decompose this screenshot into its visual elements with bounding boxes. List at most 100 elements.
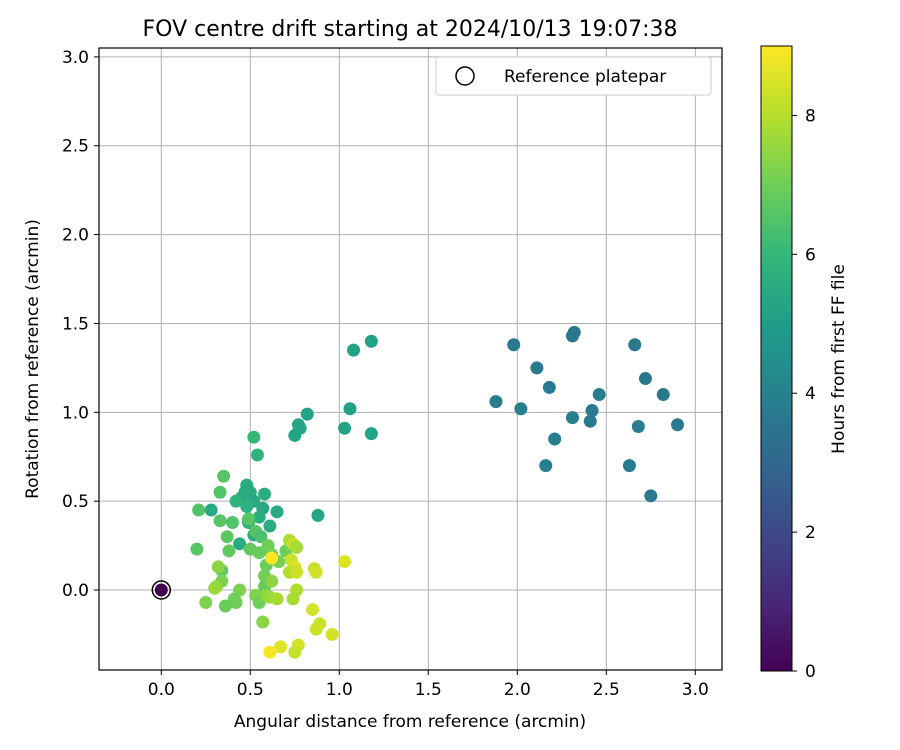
scatter-point bbox=[250, 448, 264, 462]
x-tick-label: 1.5 bbox=[415, 680, 442, 700]
x-tick-label: 0.5 bbox=[237, 680, 264, 700]
scatter-point bbox=[286, 592, 300, 606]
scatter-point bbox=[263, 645, 277, 659]
reference-platepar-marker bbox=[151, 580, 172, 600]
scatter-point bbox=[204, 503, 218, 517]
x-tick-label: 2.5 bbox=[593, 680, 620, 700]
colorbar-tick-label: 0 bbox=[805, 662, 816, 682]
scatter-point bbox=[309, 622, 323, 636]
scatter-point bbox=[217, 469, 231, 483]
scatter-point bbox=[274, 640, 288, 654]
scatter-point bbox=[190, 542, 204, 556]
scatter-point bbox=[258, 487, 272, 501]
scatter-point bbox=[548, 432, 562, 446]
scatter-point bbox=[309, 565, 323, 579]
scatter-point bbox=[338, 555, 352, 569]
scatter-point bbox=[364, 427, 378, 441]
scatter-point bbox=[338, 421, 352, 435]
scatter-point bbox=[622, 459, 636, 473]
scatter-point bbox=[671, 418, 684, 432]
colorbar-tick-label: 6 bbox=[805, 245, 816, 265]
colorbar-tick-label: 4 bbox=[805, 384, 816, 404]
y-tick-label: 0.0 bbox=[62, 581, 89, 601]
scatter-point bbox=[628, 338, 642, 352]
colorbar: 0 2 4 6 8 Hours from first FF file bbox=[760, 45, 849, 682]
y-tick-label: 2.5 bbox=[62, 137, 89, 157]
x-axis-label: Angular distance from reference (arcmin) bbox=[234, 712, 586, 732]
colorbar-tick-label: 2 bbox=[805, 523, 816, 543]
scatter-point bbox=[290, 540, 304, 554]
scatter-point bbox=[222, 544, 236, 558]
scatter-point bbox=[542, 380, 556, 394]
scatter-point bbox=[300, 407, 314, 421]
scatter-point bbox=[311, 508, 325, 522]
scatter-point bbox=[290, 565, 304, 579]
scatter-point bbox=[638, 372, 652, 386]
scatter-point bbox=[656, 388, 670, 402]
y-tick-label: 1.0 bbox=[62, 403, 89, 423]
scatter-point bbox=[240, 500, 254, 514]
scatter-point bbox=[263, 519, 277, 533]
colorbar-gradient bbox=[760, 45, 793, 672]
scatter-point bbox=[306, 603, 320, 617]
scatter-point bbox=[631, 420, 645, 434]
scatter-point bbox=[270, 592, 284, 606]
scatter-point bbox=[229, 494, 243, 508]
scatter-point bbox=[154, 583, 168, 597]
legend: Reference platepar bbox=[435, 56, 712, 96]
scatter-point bbox=[514, 402, 528, 416]
x-tick-label: 0.0 bbox=[148, 680, 175, 700]
scatter-point bbox=[585, 404, 599, 418]
scatter-point bbox=[325, 627, 339, 641]
scatter-point bbox=[489, 395, 503, 409]
x-axis-ticks: 0.0 0.5 1.0 1.5 2.0 2.5 3.0 bbox=[148, 670, 709, 700]
scatter-point bbox=[208, 581, 222, 595]
scatter-point bbox=[539, 459, 553, 473]
scatter-point bbox=[364, 334, 378, 348]
scatter-point bbox=[256, 615, 270, 629]
scatter-point bbox=[583, 414, 597, 428]
chart-title: FOV centre drift starting at 2024/10/13 … bbox=[143, 17, 678, 42]
colorbar-label: Hours from first FF file bbox=[829, 264, 849, 454]
scatter-point bbox=[213, 514, 227, 528]
scatter-point bbox=[254, 530, 268, 544]
data-points bbox=[151, 325, 684, 659]
scatter-point bbox=[218, 599, 232, 613]
scatter-point bbox=[565, 411, 579, 425]
y-tick-label: 3.0 bbox=[62, 48, 89, 68]
scatter-point bbox=[265, 574, 279, 588]
scatter-point bbox=[242, 512, 256, 526]
scatter-point bbox=[252, 546, 266, 560]
y-tick-label: 0.5 bbox=[62, 492, 89, 512]
x-tick-label: 2.0 bbox=[504, 680, 531, 700]
legend-label-reference-platepar: Reference platepar bbox=[504, 67, 666, 87]
grid-lines bbox=[99, 48, 722, 670]
scatter-point bbox=[220, 530, 234, 544]
scatter-point bbox=[192, 503, 206, 517]
scatter-point bbox=[288, 645, 302, 659]
scatter-point bbox=[343, 402, 357, 416]
scatter-point bbox=[644, 489, 658, 503]
y-axis-ticks: 0.0 0.5 1.0 1.5 2.0 2.5 3.0 bbox=[62, 48, 99, 601]
scatter-point bbox=[213, 485, 227, 499]
scatter-point bbox=[270, 505, 284, 519]
scatter-point bbox=[233, 537, 247, 551]
scatter-point bbox=[347, 343, 361, 357]
x-tick-label: 3.0 bbox=[682, 680, 709, 700]
plot-frame bbox=[98, 47, 723, 671]
scatter-point bbox=[226, 515, 239, 529]
scatter-point bbox=[592, 388, 606, 402]
legend-box bbox=[435, 56, 712, 96]
colorbar-ticks: 0 2 4 6 8 bbox=[792, 106, 816, 682]
x-tick-label: 1.0 bbox=[326, 680, 353, 700]
scatter-point bbox=[265, 551, 279, 565]
scatter-point bbox=[288, 428, 302, 442]
scatter-point bbox=[530, 361, 544, 375]
legend-reference-marker bbox=[455, 66, 475, 86]
scatter-point bbox=[247, 430, 261, 444]
scatter-point bbox=[199, 595, 213, 609]
y-tick-label: 2.0 bbox=[62, 226, 89, 246]
scatter-point bbox=[252, 510, 266, 524]
scatter-point bbox=[507, 338, 521, 352]
